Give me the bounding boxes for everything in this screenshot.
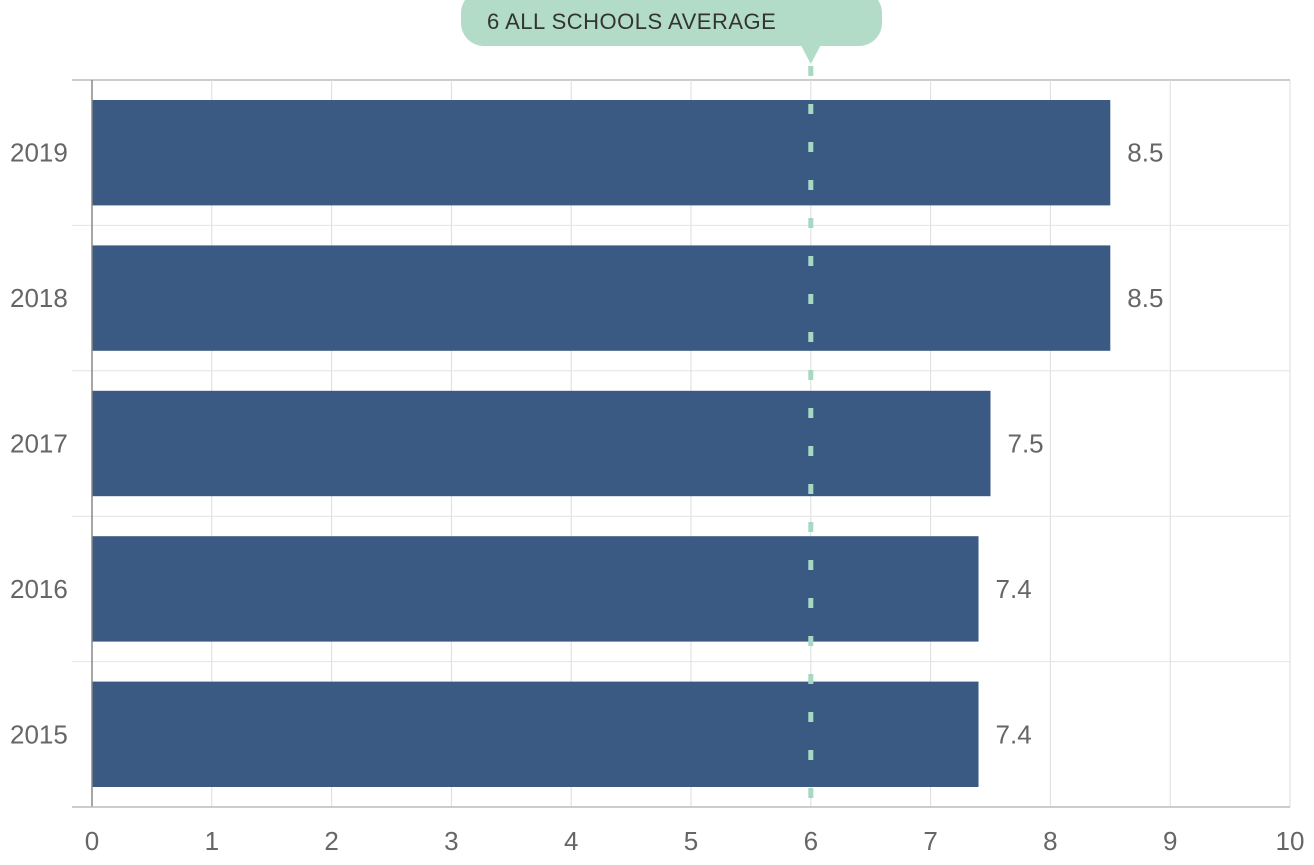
bar	[92, 245, 1111, 351]
x-tick-label: 3	[444, 826, 458, 856]
bar	[92, 100, 1111, 206]
category-label: 2015	[10, 719, 68, 749]
average-callout-bubble	[461, 0, 882, 46]
x-tick-label: 4	[564, 826, 578, 856]
bar-value-label: 8.5	[1127, 138, 1163, 168]
category-label: 2019	[10, 138, 68, 168]
category-label: 2018	[10, 283, 68, 313]
category-label: 2017	[10, 429, 68, 459]
bar	[92, 390, 991, 497]
average-callout-pointer	[800, 45, 821, 64]
bar-value-label: 7.4	[996, 574, 1032, 604]
reference-line-group: 6 ALL SCHOOLS AVERAGE	[461, 0, 882, 809]
category-label: 2016	[10, 574, 68, 604]
x-tick-label: 2	[324, 826, 338, 856]
bar-value-label: 7.4	[996, 719, 1032, 749]
bar	[92, 681, 979, 787]
average-callout-label: 6 ALL SCHOOLS AVERAGE	[487, 9, 776, 34]
bar	[92, 536, 979, 642]
x-tick-label: 0	[85, 826, 99, 856]
x-tick-label: 8	[1043, 826, 1057, 856]
axes: 0 1 2 3 4 5 6 7 8 9 10 2019 8.5 2018 8.5 2017 7.5 2016 7.4…	[10, 80, 1304, 856]
x-tick-label: 9	[1163, 826, 1177, 856]
x-tick-label: 1	[205, 826, 219, 856]
bar-value-label: 7.5	[1008, 429, 1044, 459]
bar-value-label: 8.5	[1127, 283, 1163, 313]
x-tick-label: 6	[804, 826, 818, 856]
bars	[92, 100, 1111, 787]
x-tick-label: 7	[923, 826, 937, 856]
x-tick-label: 5	[684, 826, 698, 856]
x-tick-label: 10	[1276, 826, 1305, 856]
